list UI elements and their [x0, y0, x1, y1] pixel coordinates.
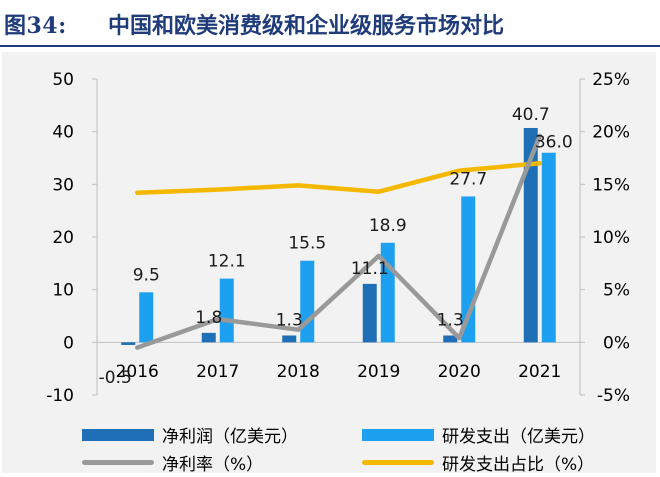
x-tick-label: 2016: [116, 362, 159, 382]
right-tick-label: -5%: [597, 386, 630, 406]
net-profit-bar: [121, 342, 136, 345]
legend-net-margin-label: 净利率（%）: [162, 455, 264, 475]
figure-number: 图34:: [4, 13, 67, 39]
rd-spend-bar: [541, 152, 556, 343]
right-tick-label: 20%: [592, 123, 630, 143]
legend-net-profit-label: 净利润（亿美元）: [162, 427, 298, 447]
left-tick-label: 0: [63, 333, 74, 353]
right-tick-label: 25%: [592, 70, 630, 90]
net-profit-data-label: 40.7: [512, 105, 550, 125]
x-tick-label: 2019: [357, 362, 400, 382]
legend-rd-spend-label: 研发支出（亿美元）: [442, 427, 595, 447]
left-tick-label: 10: [52, 281, 74, 301]
figure-title: 中国和欧美消费级和企业级服务市场对比: [108, 14, 505, 39]
left-tick-label: 30: [52, 175, 74, 195]
net-profit-data-label: 1.3: [276, 310, 303, 330]
net-profit-data-label: -0.5: [99, 368, 132, 388]
left-tick-label: -10: [46, 386, 74, 406]
rd-spend-data-label: 12.1: [208, 252, 246, 272]
legend-net-margin: 净利率（%）: [82, 450, 263, 475]
rd-spend-data-label: 36.0: [535, 133, 573, 153]
rd-spend-data-label: 9.5: [133, 265, 160, 285]
net-margin-line: [135, 133, 542, 350]
right-tick-label: 10%: [592, 228, 630, 248]
left-tick-label: 20: [52, 228, 74, 248]
chart-canvas: -10 0 10 20 30 40 50 -5% 0% 5% 10% 15% 20% 25% 2016 201…: [46, 70, 630, 406]
x-tick-label: 2017: [196, 362, 239, 382]
title-underline: [0, 45, 660, 47]
rd-spend-bar: [139, 292, 154, 343]
x-tick-label: 2021: [518, 362, 561, 382]
net-profit-bar: [523, 127, 538, 343]
x-tick-label: 2018: [277, 362, 320, 382]
right-tick-label: 0%: [603, 333, 630, 353]
net-profit-bar: [362, 283, 377, 343]
chart-panel: -10 0 10 20 30 40 50 -5% 0% 5% 10% 15% 20% 25% 2016 201…: [2, 52, 656, 475]
rd-spend-data-label: 18.9: [369, 216, 407, 236]
rd-spend-data-label: 27.7: [449, 169, 487, 189]
left-tick-label: 40: [52, 123, 74, 143]
legend-rd-spend: 研发支出（亿美元）: [362, 422, 595, 447]
net-profit-bar: [443, 335, 458, 343]
rd-ratio-line: [135, 161, 542, 196]
legend-rd-spend-swatch: [362, 428, 434, 441]
legend-rd-ratio-label: 研发支出占比（%）: [442, 455, 595, 475]
left-tick-label: 50: [52, 70, 74, 90]
rd-spend-bar: [219, 278, 234, 343]
right-tick-label: 15%: [592, 175, 630, 195]
right-tick-label: 5%: [603, 281, 630, 301]
net-profit-data-label: 11.1: [351, 259, 389, 279]
legend-net-margin-swatch: [82, 460, 154, 465]
net-profit-bar: [282, 335, 297, 343]
legend-net-profit: 净利润（亿美元）: [82, 422, 298, 447]
legend-rd-ratio: 研发支出占比（%）: [362, 450, 594, 475]
legend-net-profit-swatch: [82, 428, 154, 441]
x-tick-label: 2020: [438, 362, 481, 382]
net-profit-data-label: 1.8: [195, 308, 222, 328]
legend-rd-ratio-swatch: [362, 460, 434, 465]
figure-header: 图34: 中国和欧美消费级和企业级服务市场对比: [0, 0, 660, 47]
net-profit-data-label: 1.3: [437, 310, 464, 330]
rd-spend-data-label: 15.5: [288, 234, 326, 254]
net-profit-bar: [201, 332, 216, 343]
